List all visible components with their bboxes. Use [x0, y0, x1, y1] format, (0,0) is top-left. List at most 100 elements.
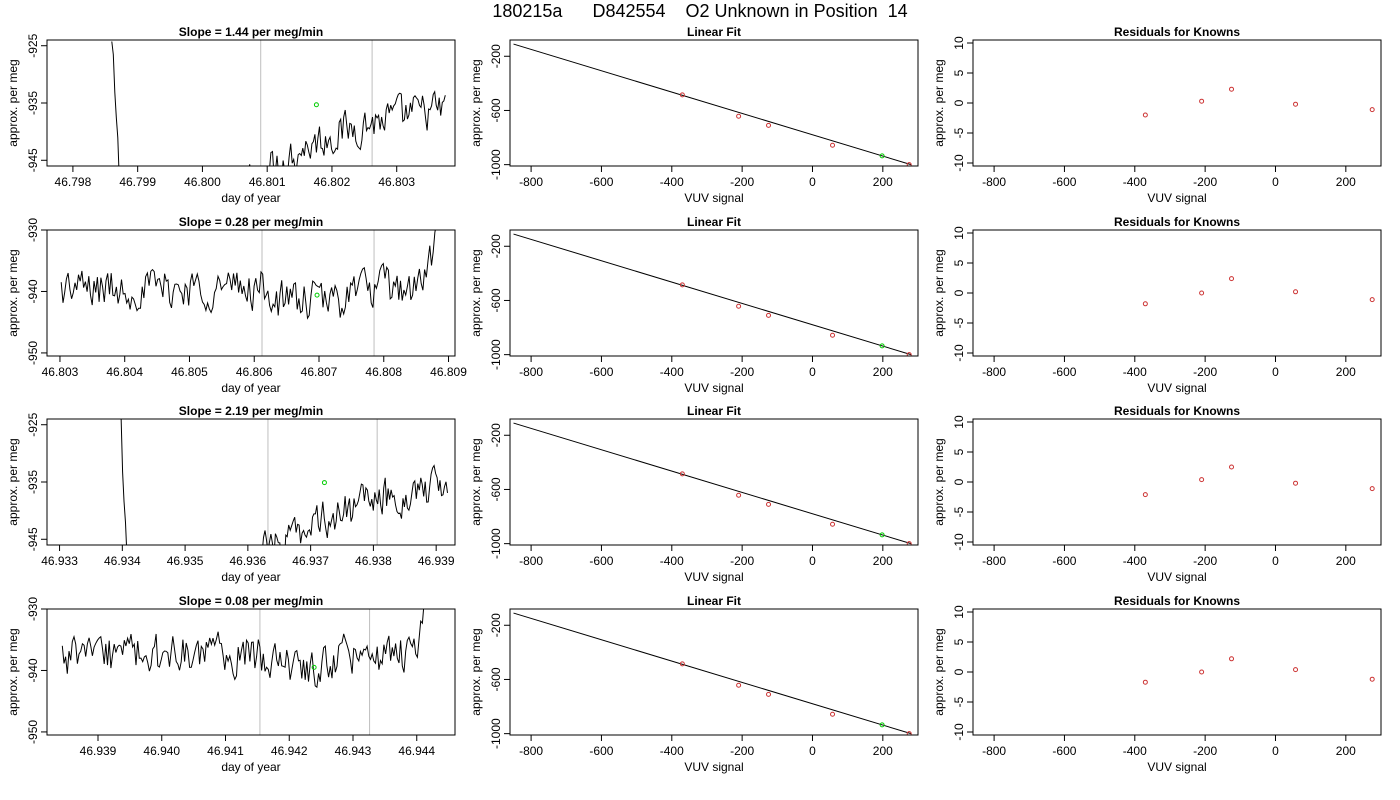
- x-tick-label: 0: [809, 554, 816, 568]
- plot-area: [513, 422, 912, 545]
- y-axis-label: approx. per meg: [932, 59, 946, 146]
- residual-point: [1369, 676, 1375, 682]
- panel-title: Slope = 0.28 per meg/min: [179, 215, 323, 229]
- residual-point: [1142, 112, 1148, 118]
- x-tick-label: -800: [982, 554, 1006, 568]
- x-axis-label: VUV signal: [1147, 570, 1206, 584]
- residual-point: [1293, 480, 1299, 486]
- y-tick-label: -600: [489, 667, 503, 691]
- residual-point: [1229, 656, 1235, 662]
- y-tick-label: 10: [952, 226, 966, 240]
- x-axis-label: VUV signal: [684, 381, 743, 395]
- residual-point: [1229, 276, 1235, 282]
- y-axis-label: approx. per meg: [469, 249, 483, 336]
- x-tick-label: 46.934: [104, 554, 141, 568]
- data-trace: [60, 230, 436, 320]
- known-point: [679, 661, 685, 667]
- y-tick-label: -950: [26, 720, 40, 744]
- y-tick-label: -930: [26, 597, 40, 621]
- x-tick-label: 46.937: [292, 554, 329, 568]
- x-tick-label: 200: [1336, 554, 1356, 568]
- residual-point: [1369, 486, 1375, 492]
- y-axis-label: approx. per meg: [469, 628, 483, 715]
- known-point: [906, 352, 912, 356]
- plot-frame: [972, 418, 1382, 546]
- x-tick-label: 46.808: [365, 365, 402, 379]
- x-axis-label: day of year: [221, 191, 280, 205]
- x-tick-label: 200: [1336, 744, 1356, 758]
- x-axis-label: day of year: [221, 570, 280, 584]
- known-point: [736, 492, 742, 498]
- y-tick-label: 10: [952, 36, 966, 50]
- x-tick-label: 200: [873, 744, 893, 758]
- panel-9: Residuals for Knowns -800 -600 -400 -200 0 200…: [932, 404, 1382, 584]
- x-axis-label: VUV signal: [684, 191, 743, 205]
- residual-point: [1369, 107, 1375, 113]
- plot-area: [513, 612, 912, 735]
- x-tick-label: -600: [589, 554, 613, 568]
- unknown-point: [879, 343, 885, 349]
- x-tick-label: -800: [519, 554, 543, 568]
- known-point: [906, 541, 912, 545]
- panel-title: Residuals for Knowns: [1114, 215, 1240, 229]
- x-tick-label: 46.802: [314, 175, 351, 189]
- x-tick-label: 46.942: [271, 744, 308, 758]
- x-tick-label: -400: [1123, 744, 1147, 758]
- x-tick-label: -600: [589, 744, 613, 758]
- plot-area: [60, 230, 436, 356]
- x-tick-label: -200: [730, 175, 754, 189]
- x-tick-label: 0: [809, 744, 816, 758]
- x-tick-label: -600: [1052, 744, 1076, 758]
- panel-title: Residuals for Knowns: [1114, 594, 1240, 608]
- x-tick-label: 46.933: [41, 554, 78, 568]
- known-point: [736, 113, 742, 119]
- fit-line: [513, 233, 912, 356]
- unknown-marker: [314, 292, 320, 298]
- y-tick-label: 5: [952, 638, 966, 645]
- plot-area: [1142, 464, 1375, 498]
- panel-7: Slope = 2.19 per meg/min 46.933 46.934 46.9…: [6, 404, 456, 584]
- y-tick-label: -945: [26, 148, 40, 172]
- x-tick-label: -600: [1052, 554, 1076, 568]
- x-tick-label: 0: [1272, 554, 1279, 568]
- y-tick-label: -1000: [489, 339, 503, 370]
- x-tick-label: 46.807: [301, 365, 338, 379]
- x-tick-label: 46.939: [80, 744, 117, 758]
- x-tick-label: -800: [519, 365, 543, 379]
- panel-6: Residuals for Knowns -800 -600 -400 -200 0 200…: [932, 215, 1382, 395]
- x-tick-label: 200: [873, 175, 893, 189]
- unknown-marker: [313, 102, 319, 108]
- y-tick-label: -200: [489, 613, 503, 637]
- y-axis-label: approx. per meg: [932, 628, 946, 715]
- data-trace: [120, 419, 448, 545]
- y-tick-label: -940: [26, 658, 40, 682]
- plot-area: [513, 43, 912, 166]
- x-tick-label: 46.803: [378, 175, 415, 189]
- data-trace: [61, 609, 425, 689]
- y-tick-label: 0: [952, 99, 966, 106]
- y-axis-label: approx. per meg: [6, 249, 20, 336]
- x-tick-label: 46.805: [171, 365, 208, 379]
- y-axis-label: approx. per meg: [932, 438, 946, 525]
- x-tick-label: 46.798: [55, 175, 92, 189]
- y-tick-label: 10: [952, 415, 966, 429]
- y-tick-label: 5: [952, 448, 966, 455]
- x-tick-label: 46.943: [335, 744, 372, 758]
- plot-frame: [972, 229, 1382, 357]
- x-axis-label: VUV signal: [684, 760, 743, 774]
- plot-frame: [509, 229, 919, 357]
- y-tick-label: -925: [26, 412, 40, 436]
- plot-area: [1142, 656, 1375, 685]
- x-tick-label: 0: [809, 175, 816, 189]
- x-tick-label: -400: [1123, 365, 1147, 379]
- y-axis-label: approx. per meg: [6, 59, 20, 146]
- fit-line: [513, 612, 912, 735]
- x-axis-label: VUV signal: [1147, 760, 1206, 774]
- y-tick-label: -200: [489, 44, 503, 68]
- x-tick-label: -200: [730, 365, 754, 379]
- y-tick-label: 0: [952, 668, 966, 675]
- y-tick-label: -10: [952, 723, 966, 741]
- plot-area: [1142, 86, 1375, 118]
- x-tick-label: 46.800: [184, 175, 221, 189]
